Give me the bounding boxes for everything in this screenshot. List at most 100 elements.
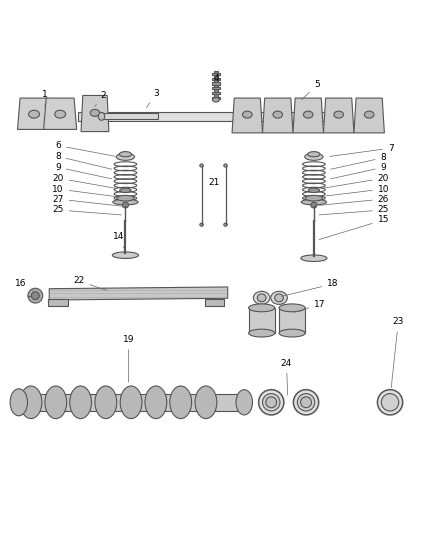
Text: 25: 25 [52,205,121,215]
Ellipse shape [195,386,217,418]
Ellipse shape [122,203,128,208]
Text: 19: 19 [123,335,134,382]
Text: 4: 4 [214,74,219,87]
Text: 5: 5 [301,80,320,100]
Ellipse shape [113,252,138,259]
Ellipse shape [145,386,167,418]
Ellipse shape [117,195,134,201]
Text: 1: 1 [42,90,48,107]
Ellipse shape [70,386,92,418]
Ellipse shape [28,110,39,118]
Bar [212,87,220,90]
Ellipse shape [224,223,227,226]
Ellipse shape [200,223,203,226]
Polygon shape [49,287,228,300]
Ellipse shape [279,329,305,337]
Bar [249,308,275,333]
Ellipse shape [212,98,219,102]
Text: 8: 8 [55,152,112,169]
Bar [212,78,220,80]
Polygon shape [323,98,354,133]
Ellipse shape [236,390,253,415]
Text: 21: 21 [208,179,219,188]
Bar [17,393,245,411]
Ellipse shape [301,199,326,205]
Text: 23: 23 [391,317,404,388]
Bar [212,97,220,99]
Text: 25: 25 [319,205,389,215]
Ellipse shape [258,390,284,415]
Ellipse shape [262,393,280,411]
Ellipse shape [243,111,252,118]
Ellipse shape [293,390,319,415]
Ellipse shape [113,199,138,205]
Ellipse shape [364,111,374,118]
Ellipse shape [98,112,105,120]
Ellipse shape [273,111,283,118]
Polygon shape [44,98,77,130]
Ellipse shape [381,393,399,411]
Ellipse shape [271,292,287,304]
Bar [212,92,220,94]
Ellipse shape [275,294,283,302]
Bar [78,112,325,120]
Ellipse shape [224,164,227,167]
Text: 3: 3 [147,89,159,108]
Ellipse shape [308,188,320,192]
Ellipse shape [305,154,323,160]
Ellipse shape [300,397,311,408]
Ellipse shape [95,386,117,418]
Text: 27: 27 [52,195,121,206]
Text: 26: 26 [319,195,389,205]
Text: 20: 20 [52,174,117,189]
Text: 9: 9 [331,163,386,179]
Bar [279,308,305,333]
Text: 15: 15 [319,215,389,239]
Text: 6: 6 [55,141,115,156]
Bar [212,83,220,85]
Ellipse shape [120,386,142,418]
Polygon shape [18,98,50,130]
Text: 10: 10 [321,184,389,197]
Ellipse shape [20,386,42,418]
Text: 8: 8 [331,153,386,169]
Polygon shape [232,98,262,133]
Polygon shape [354,98,385,133]
Bar [205,299,224,306]
Text: 2: 2 [95,91,106,107]
Ellipse shape [200,164,203,167]
Text: 10: 10 [52,184,115,197]
Ellipse shape [305,195,322,201]
Text: 20: 20 [321,174,389,189]
Ellipse shape [253,292,270,304]
Ellipse shape [308,151,320,157]
Ellipse shape [249,304,275,312]
Ellipse shape [45,386,67,418]
Ellipse shape [55,110,66,118]
Bar [214,71,218,99]
Ellipse shape [304,111,313,118]
Ellipse shape [249,329,275,337]
Bar [48,299,67,306]
Text: 14: 14 [113,232,124,249]
Text: 17: 17 [295,300,326,312]
Circle shape [32,292,39,300]
Ellipse shape [334,111,343,118]
Ellipse shape [116,154,134,160]
Bar [102,114,158,119]
Text: 16: 16 [15,279,33,290]
Ellipse shape [279,304,305,312]
Text: 9: 9 [55,163,112,179]
Ellipse shape [120,188,131,192]
Text: 24: 24 [281,359,292,395]
Polygon shape [81,95,109,132]
Polygon shape [262,98,293,133]
Ellipse shape [170,386,191,418]
Ellipse shape [266,397,277,408]
Text: 22: 22 [73,277,107,290]
Ellipse shape [301,255,327,262]
Ellipse shape [297,393,315,411]
Polygon shape [293,98,323,133]
Ellipse shape [119,151,131,157]
Ellipse shape [257,294,266,302]
